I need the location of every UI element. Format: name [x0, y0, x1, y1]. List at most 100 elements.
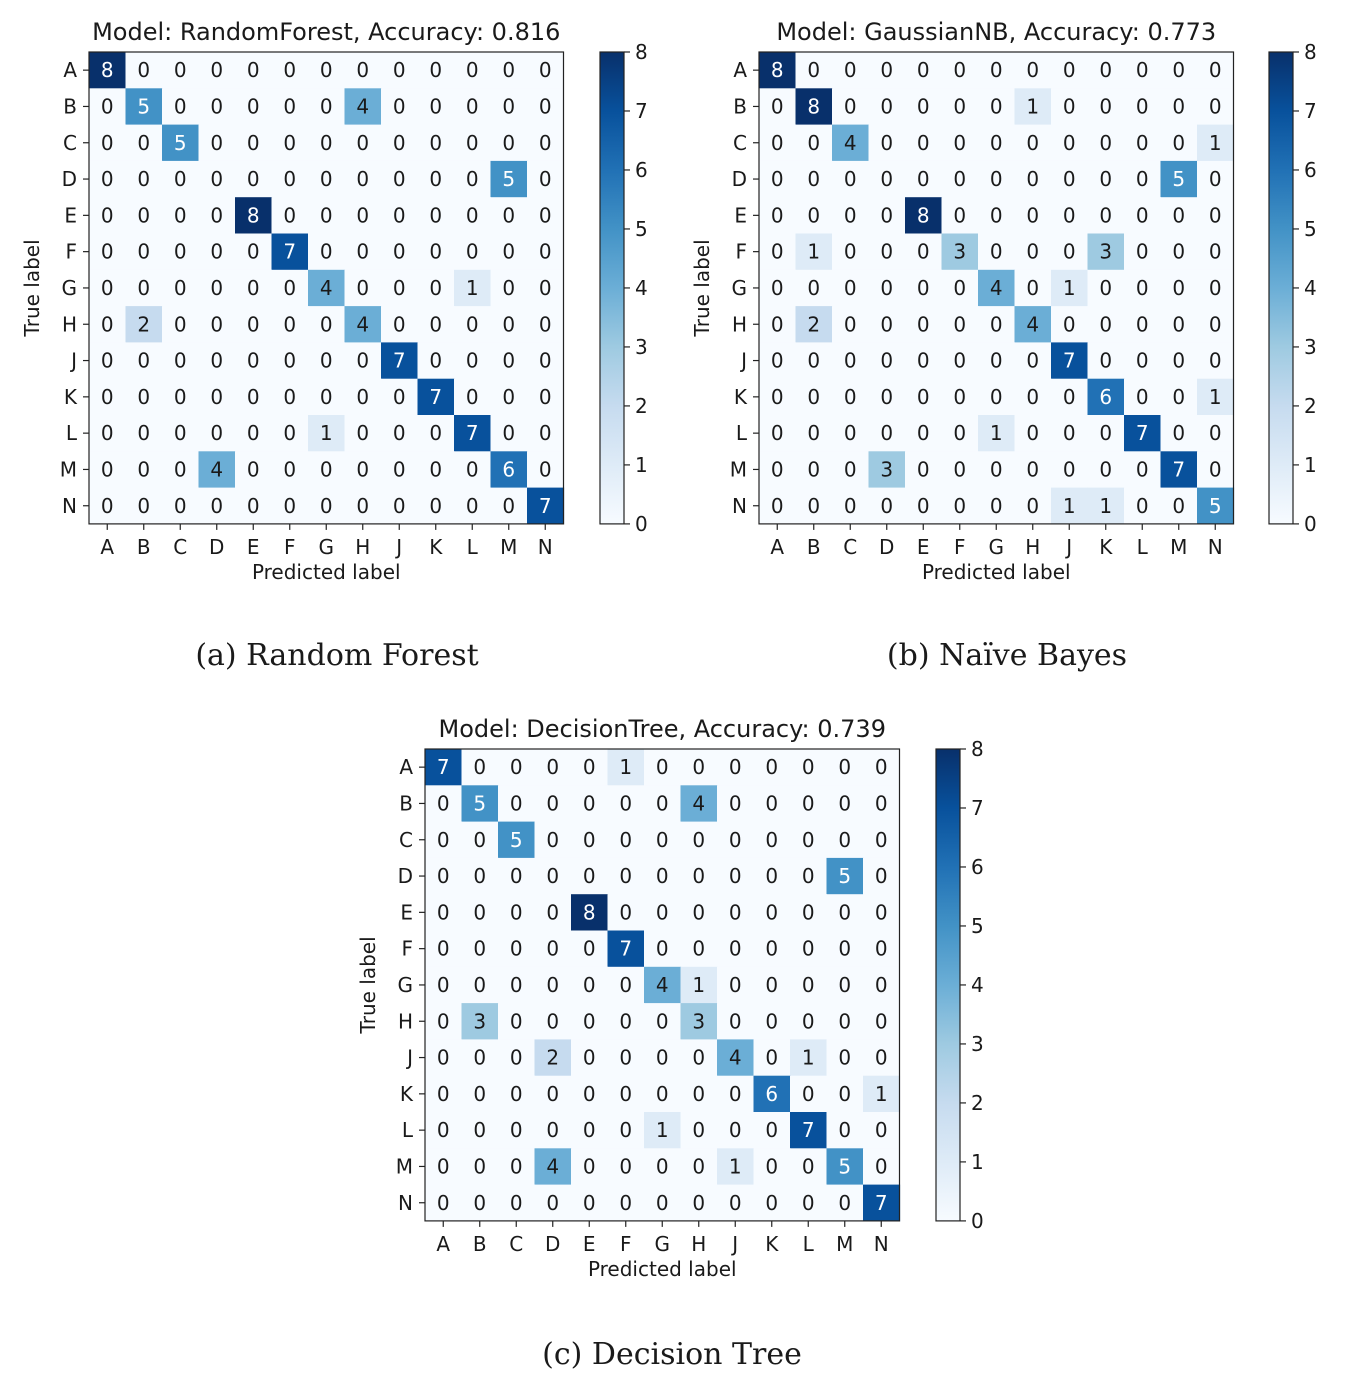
colorbar-tick-label: 2 — [1304, 394, 1317, 418]
cell-value-label: 0 — [1026, 457, 1039, 481]
cell-value-label: 0 — [539, 131, 552, 155]
matrix-cell — [454, 233, 492, 271]
cell-value-label: 0 — [917, 349, 930, 373]
x-tick-label: A — [770, 535, 784, 559]
matrix-cell — [534, 930, 572, 968]
cell-value-label: 1 — [1063, 276, 1076, 300]
matrix-cell — [680, 821, 718, 859]
cell-value-label: 0 — [466, 131, 479, 155]
matrix-cell — [308, 415, 346, 452]
matrix-cell — [759, 52, 797, 89]
cell-value-label: 5 — [510, 828, 523, 852]
matrix-cell — [381, 306, 419, 343]
matrix-cell — [498, 1112, 536, 1149]
cell-value-label: 0 — [583, 1191, 596, 1215]
cell-value-label: 0 — [880, 58, 893, 82]
x-tick-label: H — [355, 535, 370, 559]
matrix-cell — [826, 930, 864, 968]
cell-value-label: 0 — [437, 1082, 450, 1106]
y-tick-label: C — [399, 828, 413, 852]
cell-value-label: 0 — [875, 755, 888, 779]
cell-value-label: 0 — [692, 937, 705, 961]
cell-value-label: 0 — [466, 203, 479, 227]
cell-value-label: 0 — [1063, 385, 1076, 409]
colorbar-tick-label: 7 — [635, 99, 648, 123]
cell-value-label: 0 — [393, 385, 406, 409]
cell-value-label: 7 — [875, 1191, 888, 1215]
matrix-cell — [1014, 160, 1052, 198]
matrix-cell — [1160, 160, 1198, 198]
matrix-cell — [790, 1003, 828, 1040]
cell-value-label: 0 — [1172, 349, 1185, 373]
cell-value-label: 0 — [729, 1191, 742, 1215]
matrix-cell — [1197, 88, 1235, 126]
x-tick-label: F — [284, 535, 296, 559]
cell-value-label: 4 — [844, 131, 857, 155]
cell-value-label: 0 — [320, 167, 333, 191]
cell-value-label: 0 — [656, 1009, 669, 1033]
matrix-cell — [905, 197, 943, 235]
y-tick-label: M — [730, 457, 747, 481]
matrix-cell — [571, 1039, 609, 1077]
matrix-cell — [1124, 487, 1162, 525]
matrix-cell — [454, 306, 492, 343]
x-tick-label: G — [989, 535, 1005, 559]
cell-value-label: 7 — [429, 385, 442, 409]
matrix-cell — [271, 124, 309, 162]
cell-value-label: 0 — [101, 385, 114, 409]
matrix-cell — [941, 378, 979, 416]
matrix-cell — [826, 1075, 864, 1113]
matrix-cell — [198, 197, 236, 235]
cell-value-label: 0 — [1136, 385, 1149, 409]
cell-value-label: 5 — [137, 94, 150, 118]
cell-value-label: 0 — [1026, 58, 1039, 82]
colorbar-tick-label: 3 — [635, 335, 648, 359]
cell-value-label: 4 — [729, 1046, 742, 1070]
cell-value-label: 5 — [473, 791, 486, 815]
cell-value-label: 3 — [953, 240, 966, 264]
cell-value-label: 0 — [619, 900, 632, 924]
matrix-cell — [1014, 415, 1052, 452]
cell-value-label: 0 — [502, 421, 515, 445]
matrix-cell — [417, 269, 455, 307]
matrix-cell — [905, 342, 943, 380]
matrix-cell — [198, 52, 236, 89]
matrix-cell — [498, 930, 536, 968]
cell-value-label: 0 — [807, 385, 820, 409]
matrix-cell — [941, 124, 979, 162]
matrix-cell — [607, 1075, 645, 1113]
cell-value-label: 0 — [771, 457, 784, 481]
matrix-cell — [162, 306, 200, 343]
matrix-cell — [1051, 197, 1089, 235]
matrix-cell — [978, 342, 1016, 380]
cell-value-label: 0 — [1136, 131, 1149, 155]
cell-value-label: 0 — [1099, 58, 1112, 82]
matrix-cell — [490, 52, 528, 89]
cell-value-label: 0 — [838, 937, 851, 961]
cell-value-label: 0 — [583, 864, 596, 888]
x-tick-label: C — [173, 535, 187, 559]
matrix-cell — [89, 124, 127, 162]
cell-value-label: 0 — [880, 421, 893, 445]
matrix-cell — [644, 1075, 682, 1113]
matrix-cell — [498, 749, 536, 786]
matrix-cell — [795, 451, 833, 489]
matrix-cell — [680, 1184, 718, 1222]
cell-value-label: 0 — [729, 973, 742, 997]
matrix-cell — [381, 197, 419, 235]
matrix-cell — [1051, 124, 1089, 162]
cell-value-label: 0 — [510, 755, 523, 779]
cell-value-label: 0 — [1209, 457, 1222, 481]
cell-value-label: 1 — [1063, 494, 1076, 518]
matrix-cell — [941, 233, 979, 271]
cell-value-label: 0 — [917, 312, 930, 336]
matrix-cell — [978, 415, 1016, 452]
cell-value-label: 0 — [880, 349, 893, 373]
cell-value-label: 0 — [807, 58, 820, 82]
cell-value-label: 0 — [692, 864, 705, 888]
cell-value-label: 0 — [393, 131, 406, 155]
matrix-cell — [527, 197, 565, 235]
matrix-cell — [461, 1003, 499, 1040]
cell-value-label: 0 — [137, 131, 150, 155]
y-tick-label: L — [402, 1118, 414, 1142]
